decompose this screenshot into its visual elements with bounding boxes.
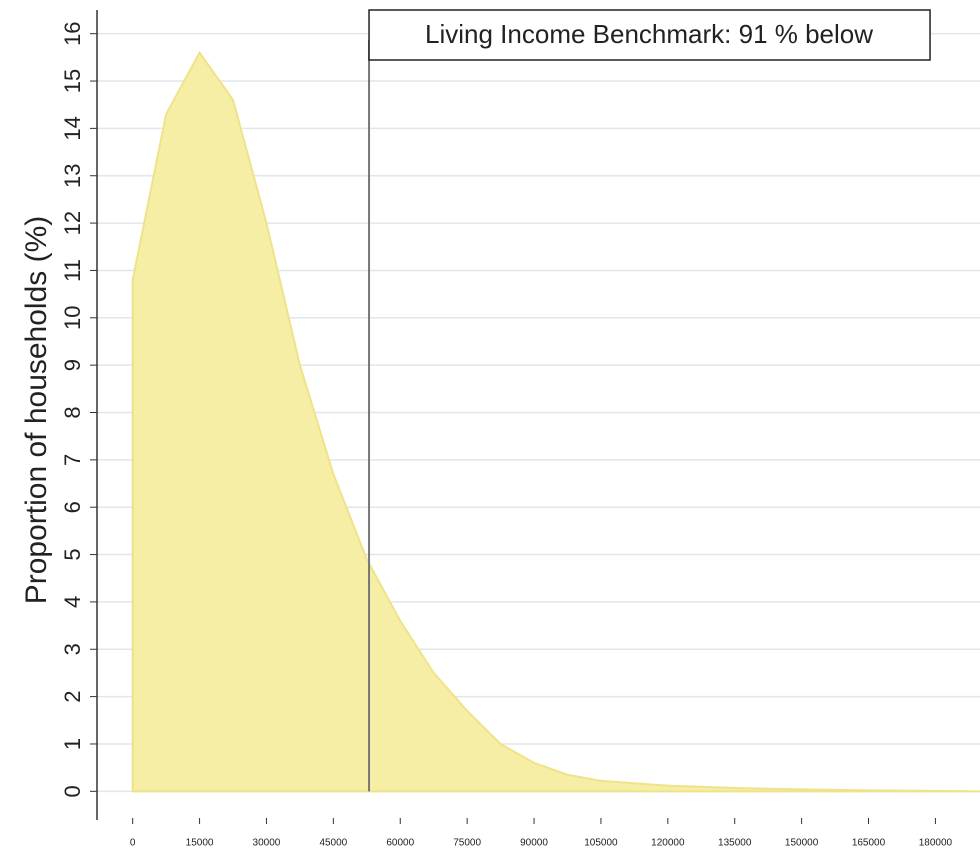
x-tick-label: 105000 bbox=[584, 838, 618, 849]
y-tick-label: 8 bbox=[60, 406, 85, 418]
y-tick-label: 1 bbox=[60, 738, 85, 750]
x-tick-label: 120000 bbox=[651, 838, 685, 849]
y-axis-label: Proportion of households (%) bbox=[20, 216, 53, 605]
y-tick-label: 11 bbox=[60, 259, 85, 282]
x-tick-label: 45000 bbox=[319, 838, 347, 849]
y-tick-label: 6 bbox=[60, 501, 85, 513]
y-tick-label: 0 bbox=[60, 785, 85, 797]
area bbox=[131, 50, 980, 793]
x-tick-label: 30000 bbox=[253, 838, 281, 849]
y-tick-label: 16 bbox=[60, 21, 85, 45]
y-tick-label: 14 bbox=[60, 116, 85, 140]
annotation-box bbox=[368, 9, 931, 61]
x-tick-label: 15000 bbox=[186, 838, 214, 849]
x-tick-label: 90000 bbox=[520, 838, 548, 849]
y-tick-label: 10 bbox=[60, 306, 85, 330]
x-tick-label: 0 bbox=[130, 838, 136, 849]
x-tick-label: 165000 bbox=[852, 838, 886, 849]
x-tick-label: 135000 bbox=[718, 838, 752, 849]
annotation-label: Living Income Benchmark: 91 % below bbox=[425, 19, 873, 49]
y-tick-label: 2 bbox=[60, 690, 85, 702]
y-tick-label: 3 bbox=[60, 643, 85, 655]
y-tick-label: 13 bbox=[60, 163, 85, 187]
x-tick-label: 60000 bbox=[386, 838, 414, 849]
y-tick-label: 15 bbox=[60, 69, 85, 93]
y-tick-label: 7 bbox=[60, 454, 85, 466]
x-tick-label: 180000 bbox=[919, 838, 953, 849]
y-tick-label: 12 bbox=[60, 211, 85, 235]
x-tick-label: 150000 bbox=[785, 838, 819, 849]
y-tick-label: 4 bbox=[60, 596, 85, 608]
x-tick-label: 75000 bbox=[453, 838, 481, 849]
y-tick-label: 5 bbox=[60, 548, 85, 560]
y-tick-label: 9 bbox=[60, 359, 85, 371]
